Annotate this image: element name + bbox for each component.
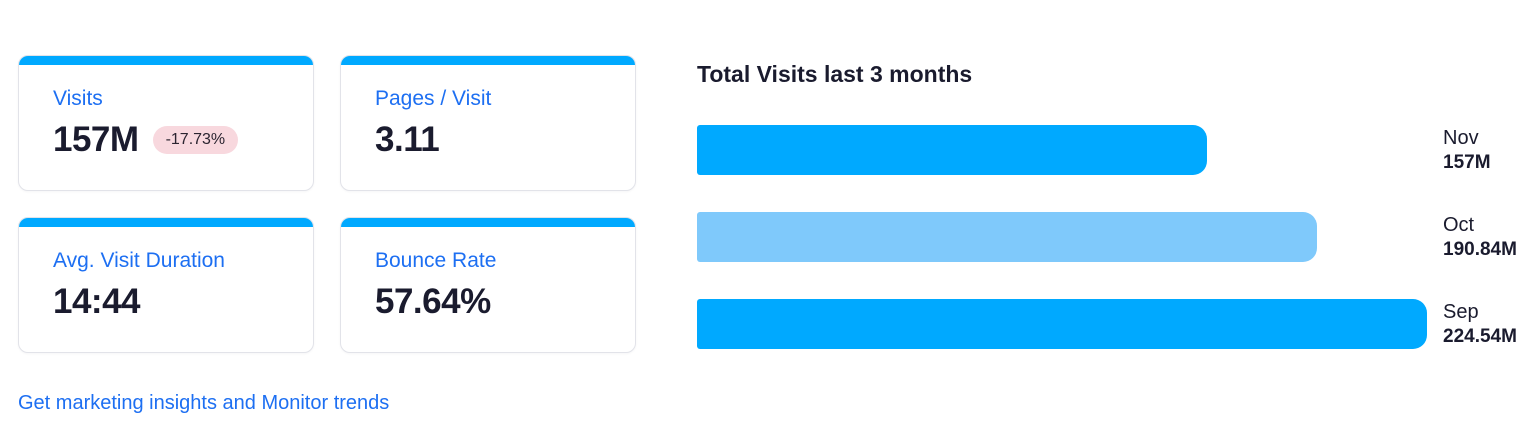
metric-card-avg-visit-duration: Avg. Visit Duration 14:44 <box>18 217 314 353</box>
metric-value: 57.64% <box>375 282 491 322</box>
card-accent-bar <box>19 56 313 65</box>
bar-row-oct: Oct 190.84M <box>697 212 1534 262</box>
metric-card-pages-per-visit: Pages / Visit 3.11 <box>340 55 636 191</box>
metric-value: 3.11 <box>375 120 440 160</box>
card-accent-bar <box>341 56 635 65</box>
bar-nov <box>697 125 1208 175</box>
card-accent-bar <box>341 218 635 227</box>
bar-value-label: 190.84M <box>1443 238 1517 260</box>
bar-value-label: 157M <box>1443 151 1491 173</box>
bar-row-sep: Sep 224.54M <box>697 299 1534 349</box>
bar-value-label: 224.54M <box>1443 325 1517 347</box>
bar-month-label: Sep <box>1443 300 1479 323</box>
metric-cards-grid: Visits 157M -17.73% Pages / Visit 3.11 A… <box>18 55 636 353</box>
metric-label: Bounce Rate <box>375 249 497 272</box>
bar-month-label: Nov <box>1443 126 1479 149</box>
card-accent-bar <box>19 218 313 227</box>
metric-card-bounce-rate: Bounce Rate 57.64% <box>340 217 636 353</box>
metric-value: 14:44 <box>53 282 141 322</box>
metric-label: Pages / Visit <box>375 87 492 110</box>
metric-label: Visits <box>53 87 103 110</box>
metric-label: Avg. Visit Duration <box>53 249 225 272</box>
bar-row-nov: Nov 157M <box>697 125 1534 175</box>
chart-title: Total Visits last 3 months <box>697 61 973 87</box>
bar-month-label: Oct <box>1443 213 1475 236</box>
metric-card-visits: Visits 157M -17.73% <box>18 55 314 191</box>
total-visits-chart: Total Visits last 3 months Nov 157M Oct … <box>697 61 1534 386</box>
metric-value: 157M <box>53 120 139 160</box>
change-badge: -17.73% <box>152 126 239 154</box>
bar-oct <box>697 212 1318 262</box>
bar-sep <box>697 299 1427 349</box>
marketing-insights-link[interactable]: Get marketing insights and Monitor trend… <box>18 392 390 414</box>
